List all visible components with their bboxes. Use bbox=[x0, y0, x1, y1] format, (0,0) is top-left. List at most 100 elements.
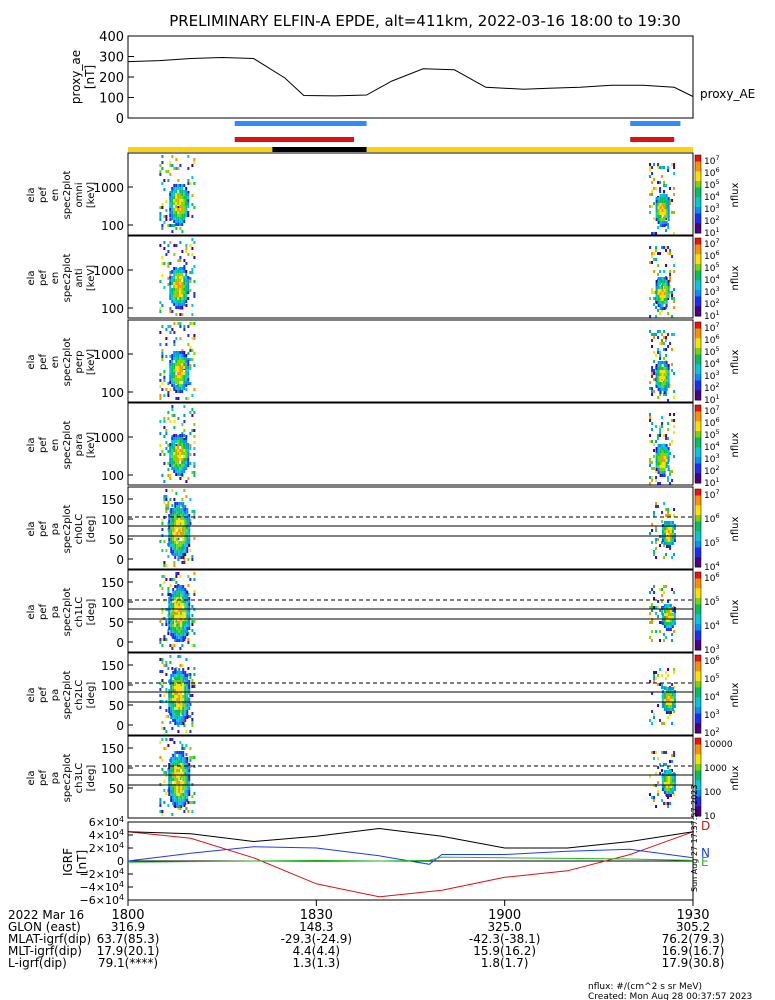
spectro-pixel bbox=[673, 187, 676, 190]
spectro-pixel bbox=[174, 526, 177, 529]
spectro-pixel bbox=[665, 217, 668, 220]
spectro-pixel bbox=[673, 710, 676, 713]
spectro-pixel bbox=[193, 593, 196, 596]
energy-panel-frame bbox=[127, 402, 694, 486]
spectro-pixel bbox=[183, 429, 186, 432]
pa-ytick-label: 150 bbox=[101, 493, 124, 507]
spectro-pixel bbox=[657, 212, 660, 215]
spectro-pixel bbox=[161, 768, 164, 771]
spectro-pixel bbox=[165, 623, 168, 626]
spectro-pixel bbox=[653, 252, 656, 255]
spectro-pixel bbox=[180, 686, 183, 689]
energy-colorbar-label: 107 bbox=[704, 321, 720, 334]
spectro-pixel bbox=[175, 306, 178, 309]
spectro-pixel bbox=[173, 455, 176, 458]
spectro-pixel bbox=[669, 279, 672, 282]
spectro-pixel bbox=[168, 698, 171, 701]
spectro-pixel bbox=[168, 766, 171, 769]
spectro-pixel bbox=[659, 376, 662, 379]
spectro-pixel bbox=[655, 751, 658, 754]
spectro-pixel bbox=[651, 288, 654, 291]
spectro-pixel bbox=[193, 280, 196, 283]
spectro-pixel bbox=[161, 352, 164, 355]
spectro-pixel bbox=[667, 805, 670, 808]
spectro-pixel bbox=[189, 694, 192, 697]
spectro-pixel bbox=[172, 695, 175, 698]
spectro-pixel bbox=[661, 209, 664, 212]
spectro-pixel bbox=[167, 283, 170, 286]
energy-colorbar-cell bbox=[695, 283, 701, 288]
spectro-pixel bbox=[163, 789, 166, 792]
energy-colorbar-cell bbox=[695, 338, 701, 342]
spectro-pixel bbox=[176, 751, 179, 754]
spectro-pixel bbox=[167, 411, 170, 414]
spectro-pixel bbox=[182, 671, 185, 674]
spectro-pixel bbox=[168, 692, 171, 695]
spectro-pixel bbox=[655, 370, 658, 373]
spectro-pixel bbox=[183, 724, 186, 727]
spectro-pixel bbox=[183, 208, 186, 211]
spectro-pixel bbox=[167, 394, 170, 397]
spectro-pixel bbox=[174, 627, 177, 630]
spectro-pixel bbox=[183, 414, 186, 417]
spectro-pixel bbox=[170, 772, 173, 775]
spectro-pixel bbox=[169, 307, 172, 310]
spectro-pixel bbox=[165, 200, 168, 203]
spectro-pixel bbox=[651, 692, 654, 695]
spectro-pixel bbox=[172, 615, 175, 618]
spectro-pixel bbox=[183, 294, 186, 297]
spectro-pixel bbox=[176, 633, 179, 636]
spectro-pixel bbox=[659, 544, 662, 547]
spectro-pixel bbox=[171, 357, 174, 360]
spectro-pixel bbox=[673, 591, 676, 594]
spectro-pixel bbox=[170, 677, 173, 680]
spectro-pixel bbox=[177, 461, 180, 464]
spectro-pixel bbox=[653, 360, 656, 363]
spectro-pixel bbox=[169, 208, 172, 211]
igrf-ytick-label: −2×104 bbox=[80, 867, 124, 881]
spectro-pixel bbox=[673, 705, 676, 708]
spectro-pixel bbox=[665, 206, 668, 209]
status-bars bbox=[128, 121, 693, 152]
spectro-pixel bbox=[186, 787, 189, 790]
spectro-pixel bbox=[169, 310, 172, 313]
spectro-pixel bbox=[193, 265, 196, 268]
pa-colorbar-cell bbox=[695, 505, 701, 509]
spectro-pixel bbox=[170, 633, 173, 636]
spectro-pixel bbox=[185, 369, 188, 372]
spectro-pixel bbox=[661, 342, 664, 345]
spectro-pixel bbox=[167, 444, 170, 447]
spectro-pixel bbox=[665, 705, 668, 708]
pa-colorbar-cell bbox=[695, 664, 701, 669]
spectro-pixel bbox=[183, 443, 186, 446]
spectro-pixel bbox=[649, 621, 652, 624]
spectro-pixel bbox=[174, 757, 177, 760]
spectro-pixel bbox=[657, 538, 660, 541]
spectro-pixel bbox=[663, 782, 666, 785]
spectro-pixel bbox=[655, 502, 658, 505]
spectro-pixel bbox=[188, 778, 191, 781]
spectro-pixel bbox=[163, 540, 166, 543]
spectro-pixel bbox=[176, 553, 179, 556]
spectro-pixel bbox=[193, 241, 196, 244]
spectro-pixel bbox=[179, 354, 182, 357]
ephemeris-value: 325.0 bbox=[487, 920, 521, 934]
energy-ylabel: en bbox=[50, 272, 61, 285]
spectro-pixel bbox=[170, 799, 173, 802]
spectro-pixel bbox=[665, 687, 668, 690]
spectro-pixel bbox=[188, 538, 191, 541]
spectro-pixel bbox=[667, 385, 670, 388]
spectro-pixel bbox=[663, 307, 666, 310]
spectro-pixel bbox=[167, 244, 170, 247]
spectro-pixel bbox=[163, 498, 166, 501]
spectro-pixel bbox=[184, 686, 187, 689]
spectro-pixel bbox=[176, 609, 179, 612]
spectro-pixel bbox=[183, 363, 186, 366]
spectro-pixel bbox=[174, 698, 177, 701]
energy-colorbar-cell bbox=[695, 229, 701, 234]
spectro-pixel bbox=[667, 619, 670, 622]
spectro-pixel bbox=[186, 597, 189, 600]
energy-panel-frame bbox=[127, 319, 694, 403]
spectro-pixel bbox=[659, 215, 662, 218]
spectro-pixel bbox=[176, 532, 179, 535]
